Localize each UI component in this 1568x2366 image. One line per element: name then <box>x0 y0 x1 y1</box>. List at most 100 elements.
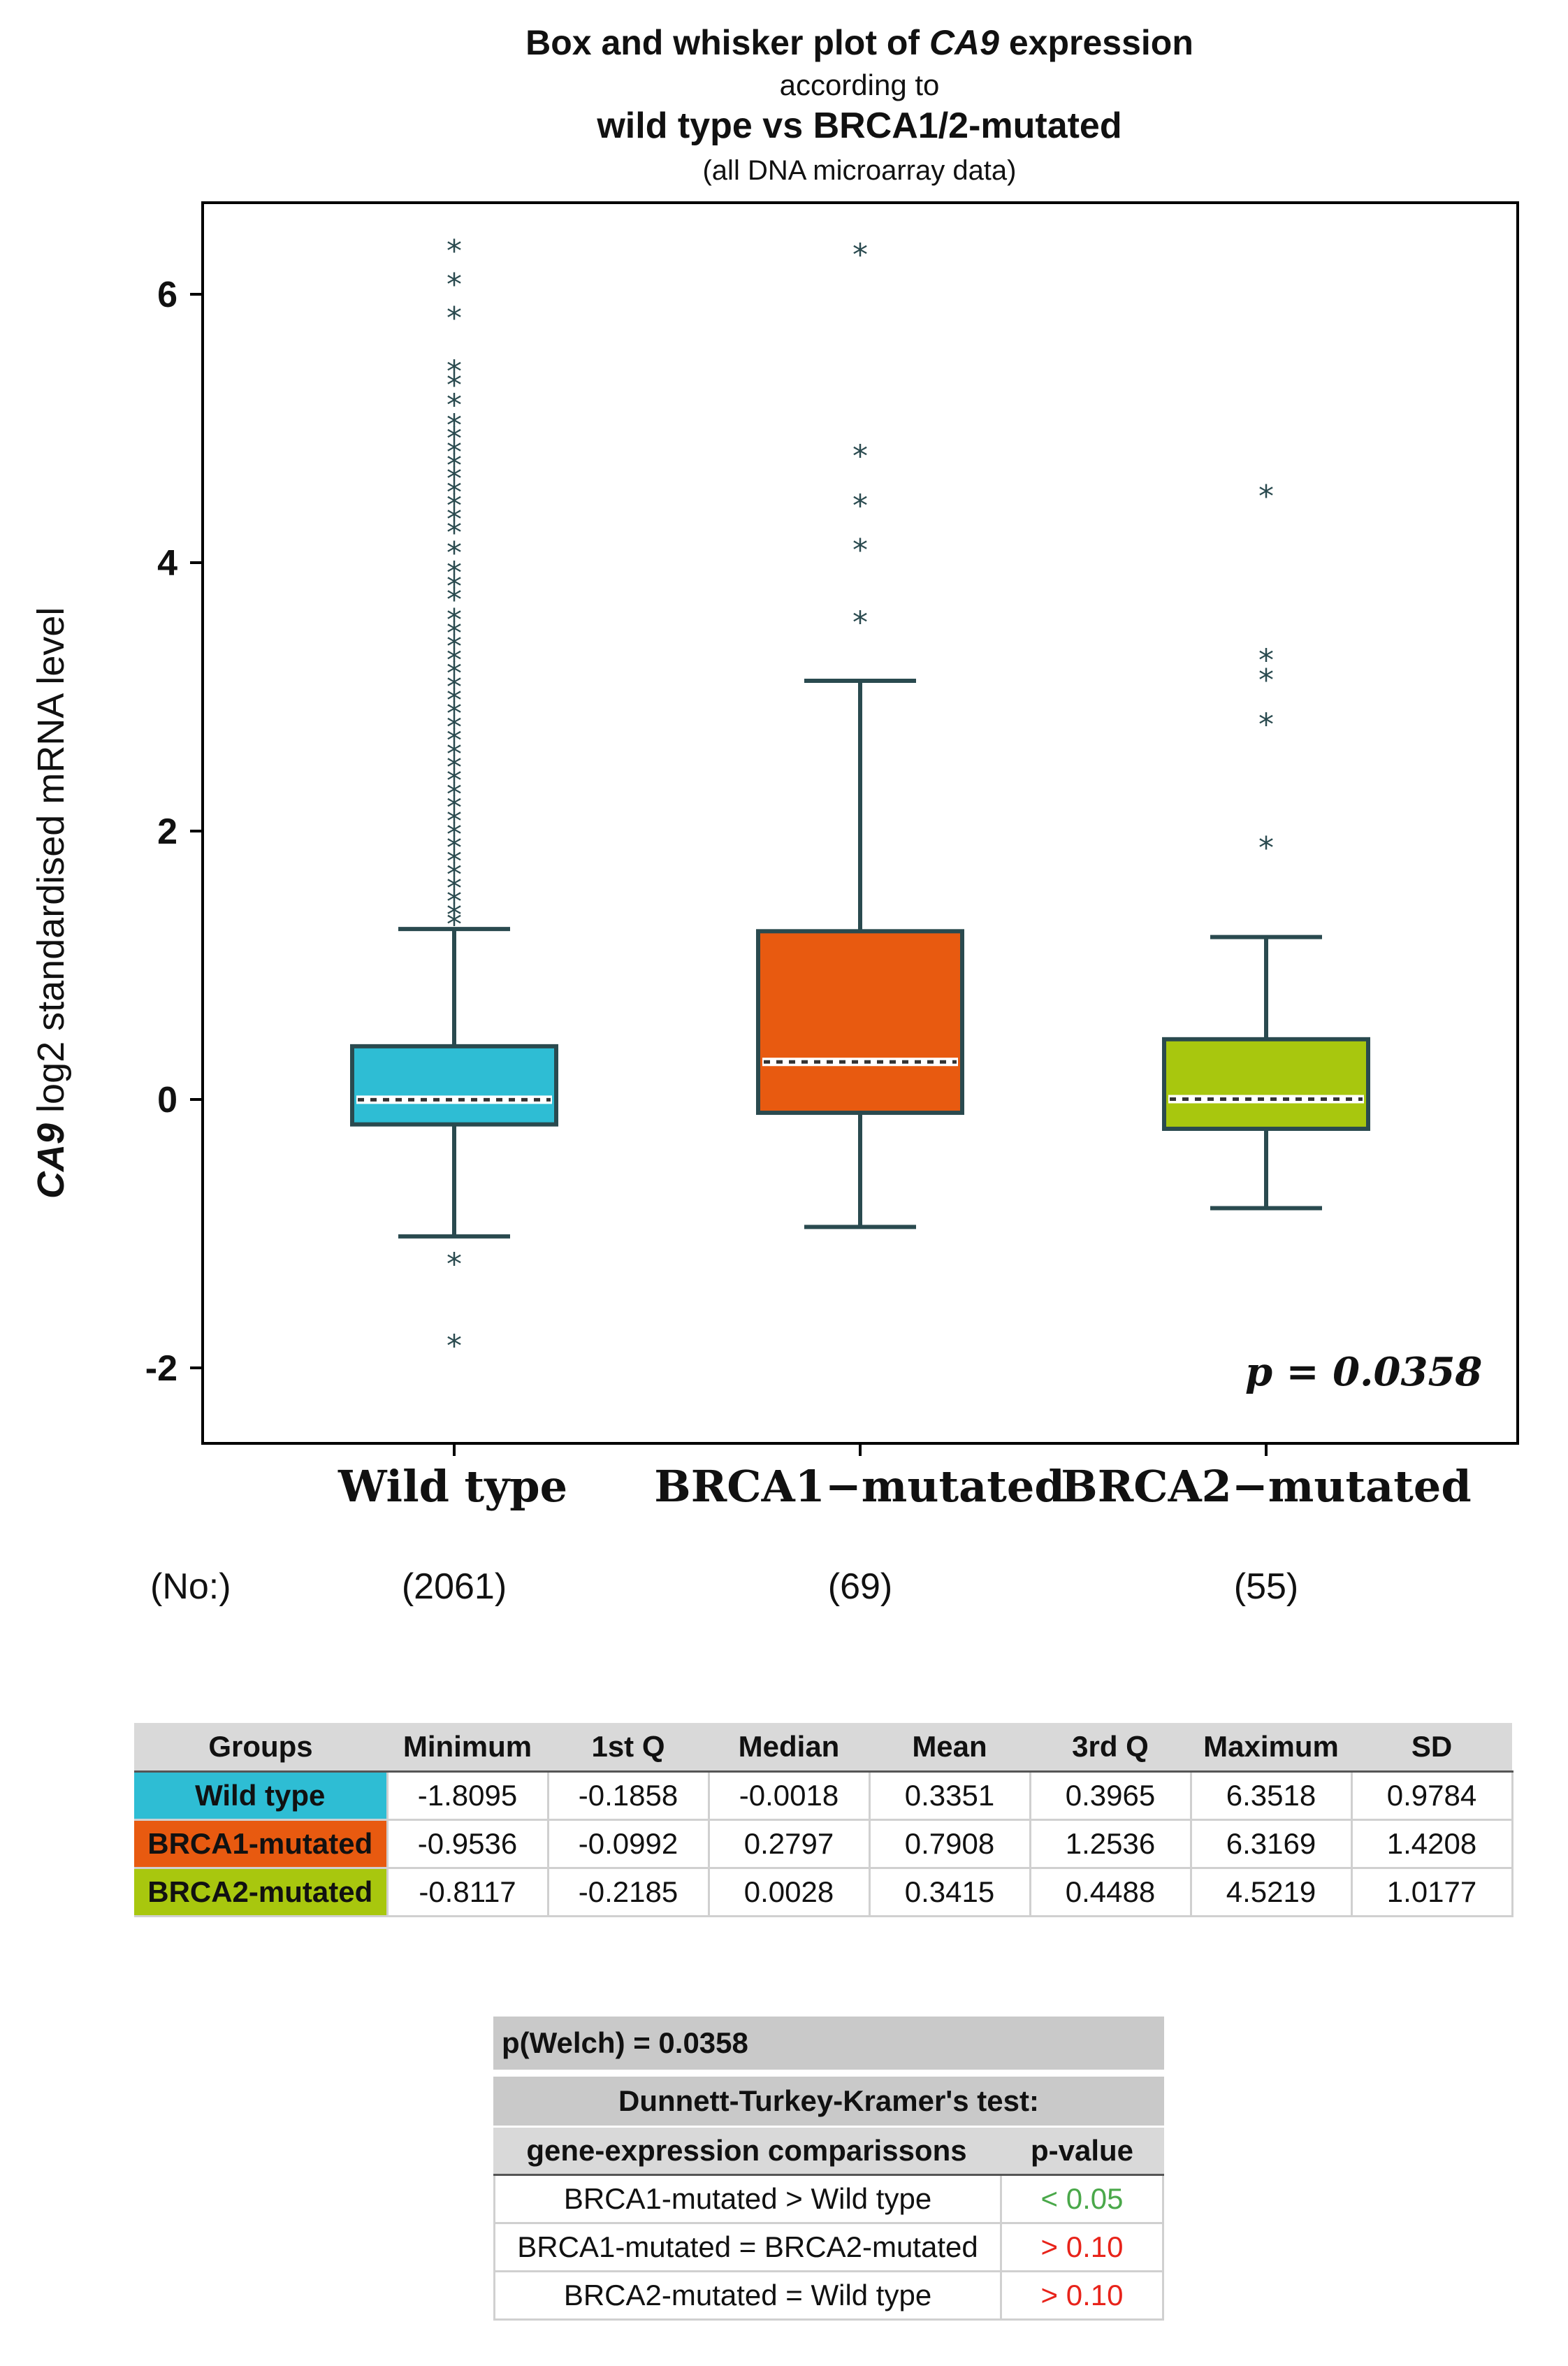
category-label-brca1: BRCA1−mutated <box>654 1461 1065 1512</box>
stats-cell: 0.9784 <box>1351 1771 1513 1821</box>
outlier-point: * <box>447 897 462 933</box>
outlier-point: * <box>447 907 462 943</box>
outlier-point: * <box>447 791 462 826</box>
p-value-cell: > 0.10 <box>1040 2279 1124 2311</box>
y-tick-label: 6 <box>157 275 177 315</box>
outlier-point: * <box>447 515 462 551</box>
stats-cell: -0.0018 <box>709 1771 871 1821</box>
outlier-point: * <box>447 696 462 732</box>
outlier-point: * <box>852 489 868 524</box>
outlier-point: * <box>447 858 462 893</box>
stats-cell: -0.0992 <box>548 1819 710 1869</box>
count-brca2: (55) <box>1233 1566 1299 1607</box>
outlier-point: * <box>447 421 462 457</box>
outlier-point: * <box>447 448 462 484</box>
stats-header-row: Groups Minimum 1st Q Median Mean 3rd Q M… <box>134 1723 1512 1773</box>
outlier-point: * <box>447 670 462 705</box>
outlier-point: * <box>447 233 462 269</box>
outlier-point: * <box>447 603 462 638</box>
stats-cell: 0.3415 <box>869 1868 1031 1917</box>
stats-row-brca2: BRCA2-mutated -0.8117 -0.2185 0.0028 0.3… <box>134 1868 1513 1917</box>
stats-cell: 6.3518 <box>1191 1771 1353 1821</box>
outlier-point: * <box>447 817 462 853</box>
comparison-header: gene-expression comparissons <box>526 2134 967 2167</box>
outlier-point: * <box>447 763 462 799</box>
stats-header: Minimum <box>387 1723 548 1773</box>
stats-cell: -1.8095 <box>387 1771 549 1821</box>
stats-group-cell: BRCA1-mutated <box>134 1819 389 1869</box>
stats-cell: 1.2536 <box>1030 1819 1192 1869</box>
outlier-point: * <box>447 556 462 591</box>
stats-cell: 6.3169 <box>1191 1819 1353 1869</box>
stats-cell: -0.1858 <box>548 1771 710 1821</box>
outlier-point: * <box>447 830 462 866</box>
outlier-point: * <box>852 439 868 475</box>
outlier-point: * <box>447 629 462 665</box>
comparison-row: BRCA1-mutated > Wild type < 0.05 <box>493 2176 1164 2224</box>
outlier-point: * <box>852 605 868 641</box>
box-iqr <box>350 1044 558 1127</box>
comparison-row: BRCA2-mutated = Wild type > 0.10 <box>493 2272 1164 2321</box>
summary-stats-table: Groups Minimum 1st Q Median Mean 3rd Q M… <box>134 1723 1513 1917</box>
comparison-row: BRCA1-mutated = BRCA2-mutated > 0.10 <box>493 2224 1164 2272</box>
dunnett-test-title: Dunnett-Turkey-Kramer's test: <box>493 2077 1164 2126</box>
outlier-point: * <box>1258 707 1274 743</box>
stats-cell: 4.5219 <box>1191 1868 1353 1917</box>
outlier-point: * <box>852 533 868 568</box>
stats-header: Groups <box>134 1723 387 1773</box>
p-value-header: p-value <box>1030 2134 1134 2167</box>
stats-header: 1st Q <box>548 1723 709 1773</box>
y-tick-label: -2 <box>145 1348 177 1389</box>
outlier-point: * <box>1258 642 1274 678</box>
stats-cell: 0.4488 <box>1030 1868 1192 1917</box>
stats-cell: 1.0177 <box>1351 1868 1513 1917</box>
stats-header: SD <box>1351 1723 1512 1773</box>
outlier-point: * <box>447 884 462 920</box>
outlier-point: * <box>447 475 462 510</box>
outlier-point: * <box>1258 830 1274 866</box>
chart-title: Box and whisker plot of CA9 expression <box>525 23 1193 62</box>
stats-header: Maximum <box>1191 1723 1351 1773</box>
outlier-point: * <box>447 535 462 571</box>
stats-cell: 0.3965 <box>1030 1771 1192 1821</box>
outlier-point: * <box>447 750 462 786</box>
outlier-point: * <box>447 871 462 907</box>
box-plot: -20246**********************************… <box>145 201 1519 1456</box>
comparison-cell: BRCA1-mutated = BRCA2-mutated <box>495 2224 1002 2270</box>
category-label-brca2: BRCA2−mutated <box>1061 1461 1472 1512</box>
outlier-point: * <box>447 777 462 812</box>
stats-header: Median <box>709 1723 869 1773</box>
outlier-point: * <box>447 844 462 879</box>
stats-cell: -0.8117 <box>387 1868 549 1917</box>
outlier-point: * <box>447 683 462 719</box>
outlier-point: * <box>447 301 462 336</box>
chart-subtitle-according: according to <box>779 68 940 101</box>
count-brca1: (69) <box>827 1566 893 1607</box>
stats-row-brca1: BRCA1-mutated -0.9536 -0.0992 0.2797 0.7… <box>134 1819 1513 1869</box>
outlier-point: * <box>447 642 462 678</box>
chart-subtitle-data: (all DNA microarray data) <box>702 155 1017 186</box>
stats-header: Mean <box>869 1723 1030 1773</box>
p-value-annotation: p = 0.0358 <box>1245 1349 1483 1395</box>
outlier-point: * <box>447 267 462 303</box>
count-wild-type: (2061) <box>401 1566 507 1607</box>
p-value-cell: < 0.05 <box>1040 2182 1124 2215</box>
comparison-cell: BRCA1-mutated > Wild type <box>495 2176 1002 2222</box>
welch-p-value: p(Welch) = 0.0358 <box>493 2017 1164 2077</box>
outlier-point: * <box>447 407 462 443</box>
stats-cell: 0.0028 <box>709 1868 871 1917</box>
outlier-point: * <box>1258 479 1274 514</box>
stats-cell: 0.7908 <box>869 1819 1031 1869</box>
count-label: (No:) <box>150 1566 231 1607</box>
stats-cell: -0.9536 <box>387 1819 549 1869</box>
stats-cell: -0.2185 <box>548 1868 710 1917</box>
stats-cell: 0.2797 <box>709 1819 871 1869</box>
outlier-point: * <box>447 1246 462 1282</box>
stats-cell: 1.4208 <box>1351 1819 1513 1869</box>
box-iqr <box>756 929 964 1116</box>
stats-row-wild-type: Wild type -1.8095 -0.1858 -0.0018 0.3351… <box>134 1771 1513 1821</box>
outlier-point: * <box>447 804 462 839</box>
outlier-point: * <box>1258 663 1274 698</box>
stats-group-cell: Wild type <box>134 1771 389 1821</box>
outlier-point: * <box>852 238 868 273</box>
